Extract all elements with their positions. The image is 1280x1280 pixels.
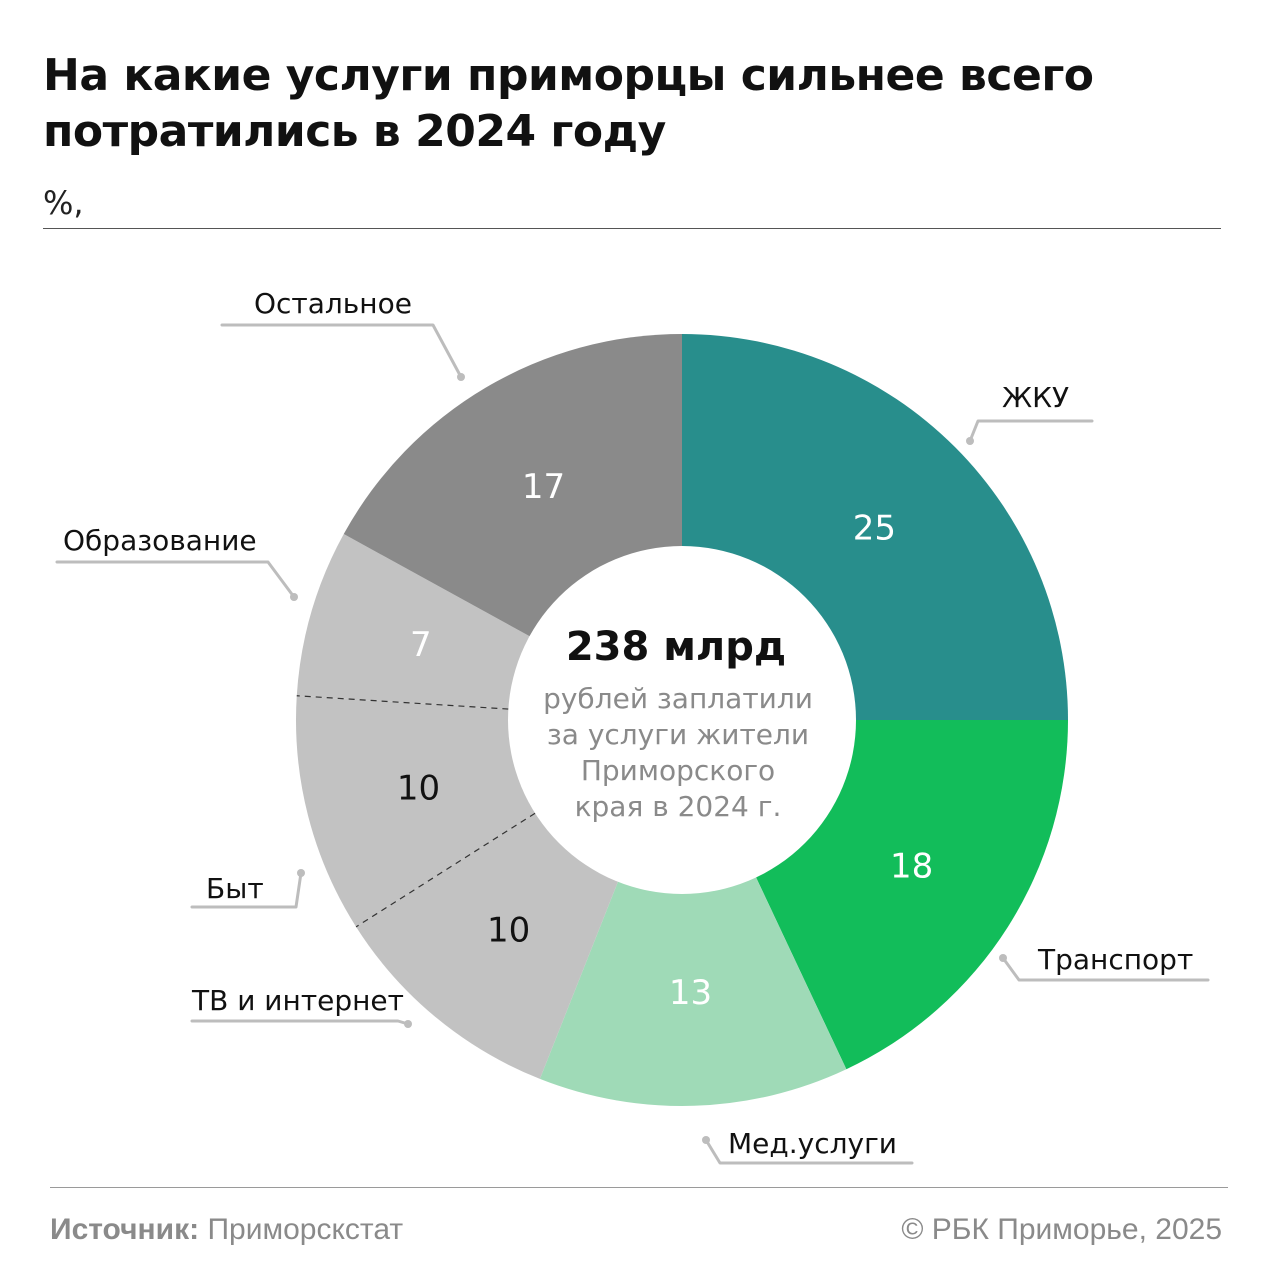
category-label: ЖКУ — [1002, 381, 1069, 414]
chart-title: На какие услуги приморцы сильнее всего п… — [43, 48, 1223, 160]
leader-dot — [999, 954, 1007, 962]
leader-dot — [966, 437, 974, 445]
leader-dot — [457, 373, 465, 381]
source-value: Приморскстат — [207, 1213, 404, 1246]
category-label: Мед.услуги — [728, 1127, 897, 1160]
leader-dot — [297, 869, 305, 877]
slice-value-label: 10 — [397, 769, 440, 809]
donut-center-hole — [508, 546, 856, 894]
category-label: Быт — [206, 872, 264, 905]
leader-dot — [290, 593, 298, 601]
source-note: Источник: Приморскстат — [50, 1212, 403, 1248]
category-leader-lines — [55, 323, 1210, 1165]
category-label: ТВ и интернет — [191, 984, 404, 1017]
bottom-divider — [50, 1187, 1228, 1188]
center-caption-line: рублей заплатили — [543, 682, 813, 715]
slice-dashed-divider — [355, 812, 536, 928]
slice-value-label: 17 — [522, 467, 565, 507]
slice-value-label: 13 — [669, 973, 712, 1013]
slice-value-label: 18 — [890, 847, 933, 887]
leader-line — [1001, 956, 1210, 982]
center-caption-line: Приморского — [581, 754, 775, 787]
leader-line — [968, 419, 1094, 443]
leader-line — [190, 871, 303, 909]
source-label: Источник: — [50, 1213, 200, 1246]
center-caption-line: края в 2024 г. — [575, 790, 782, 823]
donut-slice-3 — [539, 720, 847, 1106]
category-label: Транспорт — [1037, 943, 1193, 976]
leader-line — [704, 1138, 914, 1165]
category-label: Образование — [63, 524, 257, 557]
donut-dashed-dividers — [296, 695, 536, 928]
slice-dashed-divider — [296, 695, 509, 710]
center-caption-line: за услуги жители — [547, 718, 809, 751]
category-label: Остальное — [254, 287, 412, 320]
leader-line — [220, 323, 463, 379]
chart-title-line-1: На какие услуги приморцы сильнее всего — [43, 50, 1094, 101]
category-labels: ЖКУ Транспорт Мед.услуги ТВ и интернет Быт Об… — [63, 287, 1193, 1160]
chart-unit-label: %, — [43, 184, 84, 222]
copyright-note: © РБК Приморье, 2025 — [901, 1213, 1222, 1246]
top-divider — [43, 228, 1221, 229]
slice-value-label: 10 — [487, 911, 530, 951]
leader-line — [190, 1019, 410, 1026]
slice-value-label: 7 — [410, 625, 432, 665]
chart-title-line-2: потратились в 2024 году — [43, 106, 666, 157]
leader-dot — [404, 1020, 412, 1028]
center-total-value: 238 млрд — [566, 624, 786, 670]
leader-line — [55, 560, 296, 599]
donut-value-labels: 25 18 13 10 10 7 17 — [397, 467, 933, 1013]
leader-dot — [702, 1136, 710, 1144]
slice-value-label: 25 — [853, 509, 896, 549]
